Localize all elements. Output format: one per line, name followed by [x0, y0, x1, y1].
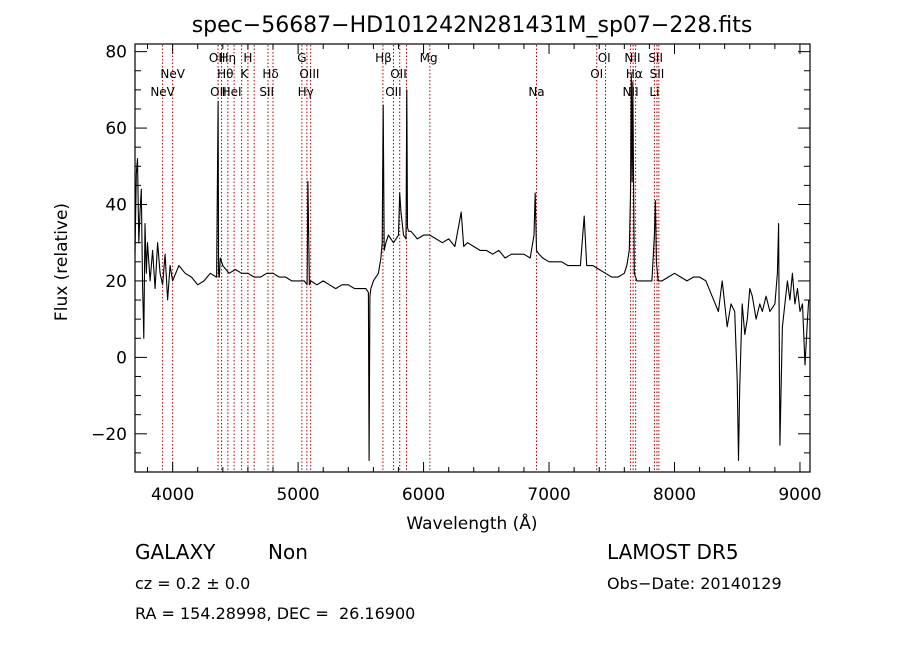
y-tick-label: 20 [105, 272, 127, 292]
obs-date: Obs−Date: 20140129 [607, 574, 782, 593]
marker-label-10: SII [259, 85, 274, 99]
marker-label-11: G [297, 51, 306, 65]
marker-label-25: SII [650, 67, 665, 81]
marker-label-0: NeV [150, 85, 175, 99]
marker-label-16: OII [385, 85, 402, 99]
marker-label-1: NeV [160, 67, 185, 81]
marker-label-3: OII [210, 85, 227, 99]
x-tick-label: 4000 [151, 485, 194, 505]
emission-line-markers [162, 45, 660, 471]
marker-label-22: Hα [626, 67, 643, 81]
y-axis: 0 20 40 60 80 −20 [91, 43, 810, 473]
marker-label-18: Na [528, 85, 544, 99]
y-axis-label: Flux (relative) [52, 203, 72, 321]
marker-label-21: NII [624, 51, 640, 65]
y-tick-label: 40 [105, 196, 127, 216]
marker-label-6: HeI [222, 85, 242, 99]
marker-label-23: NII [623, 85, 639, 99]
y-tick-label: 60 [105, 119, 127, 139]
marker-label-13: Hγ [298, 85, 314, 99]
y-tick-label: 0 [116, 348, 127, 368]
marker-label-9: Hδ [262, 67, 278, 81]
coordinates: RA = 154.28998, DEC = 26.16900 [135, 604, 416, 623]
x-tick-label: 8000 [653, 485, 696, 505]
marker-label-19: OI [598, 51, 611, 65]
marker-label-5: Hθ [217, 67, 233, 81]
marker-label-12: OIII [299, 67, 319, 81]
marker-label-15: OII [390, 67, 407, 81]
marker-label-14: Hβ [375, 51, 392, 65]
x-axis-label: Wavelength (Å) [406, 512, 537, 534]
x-tick-label: 5000 [276, 485, 319, 505]
marker-label-8: K [240, 67, 249, 81]
marker-label-20: OI [590, 67, 603, 81]
x-tick-label: 9000 [778, 485, 821, 505]
marker-label-26: Li [649, 85, 659, 99]
object-subclass: Non [268, 540, 308, 564]
marker-label-7: H [243, 51, 252, 65]
object-class: GALAXY [135, 540, 216, 564]
x-tick-label: 7000 [527, 485, 570, 505]
marker-label-4: Hη [220, 51, 237, 65]
chart-title: spec−56687−HD101242N281431M_sp07−228.fit… [192, 13, 753, 38]
x-axis: 4000 5000 6000 7000 8000 9000 [147, 44, 822, 505]
survey-name: LAMOST DR5 [607, 540, 739, 564]
spectrum-line-0 [134, 74, 810, 462]
spectrum-series [134, 74, 810, 462]
marker-label-24: SII [648, 51, 663, 65]
x-tick-label: 6000 [402, 485, 445, 505]
redshift-text: cz = 0.2 ± 0.0 [135, 574, 251, 593]
marker-label-17: Mg [420, 51, 438, 65]
y-tick-label: −20 [91, 425, 127, 445]
y-tick-label: 80 [105, 43, 127, 63]
marker-label-2: OII [209, 51, 226, 65]
plot-frame [134, 43, 811, 473]
